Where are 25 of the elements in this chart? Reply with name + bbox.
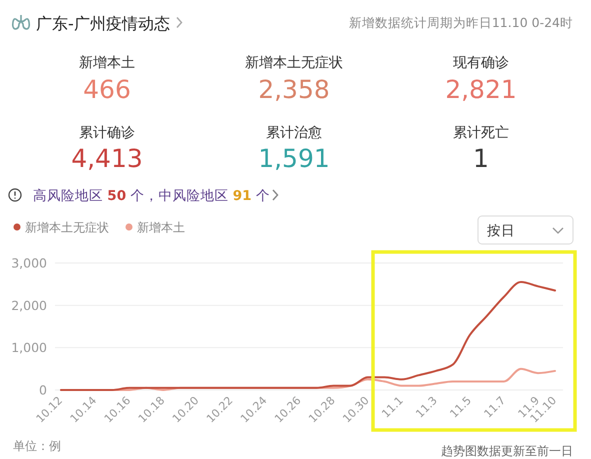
text: 新增数据统计周期为昨日11.10 0-24时 (348, 15, 573, 30)
y-tick-label: 1,000 (11, 340, 48, 356)
text: 4,413 (71, 144, 143, 173)
text: 单位：例 (13, 439, 61, 453)
line-series (60, 281, 556, 391)
text: 466 (83, 75, 131, 104)
category-label: 现有确诊 (453, 55, 509, 71)
text: 按日 (487, 223, 515, 239)
text: 1 (473, 144, 489, 173)
text: 2,821 (445, 75, 517, 104)
category-label: 累计死亡 (453, 125, 509, 141)
legend-label: 新增本土无症状 (25, 220, 109, 234)
category-label: 累计确诊 (79, 125, 135, 141)
category-label: 新增本土无症状 (245, 55, 343, 71)
category-label: 累计治愈 (266, 125, 322, 141)
y-tick-label: 2,000 (11, 298, 48, 313)
text: 1,591 (258, 144, 330, 173)
legend-label: 新增本土 (137, 220, 185, 234)
text: 高风险地区 50 个，中风险地区 91 个 (33, 188, 270, 204)
y-tick-label: 3,000 (11, 256, 48, 270)
category-label: 新增本土 (79, 55, 135, 71)
text: 2,358 (258, 75, 330, 104)
y-tick-label: 0 (39, 382, 48, 398)
text: 广东-广州疫情动态 (36, 14, 170, 33)
text: 趋势图数据更新至前一日 (441, 444, 573, 458)
